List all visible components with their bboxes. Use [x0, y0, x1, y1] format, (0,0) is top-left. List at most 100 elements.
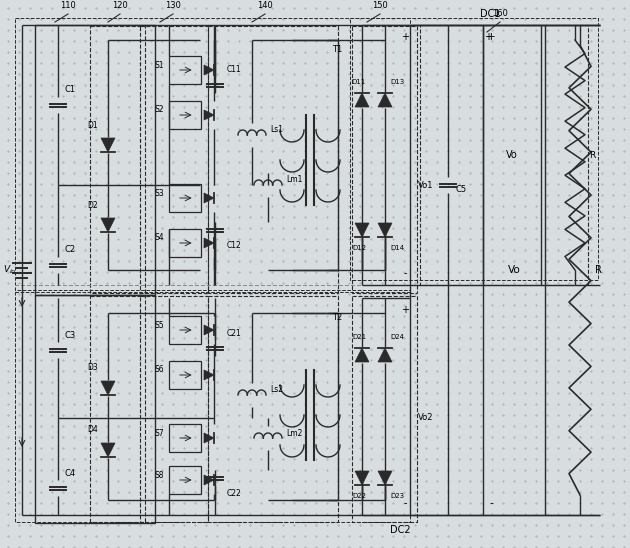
Bar [15, 292, 410, 522]
Polygon shape [355, 348, 369, 362]
Text: C21: C21 [227, 328, 242, 338]
Text: 130: 130 [165, 2, 181, 10]
Polygon shape [204, 110, 214, 120]
Polygon shape [101, 138, 115, 152]
Bar [140, 26, 208, 293]
Text: S7: S7 [154, 429, 164, 437]
Bar [169, 424, 201, 452]
Text: T2: T2 [332, 313, 342, 323]
Text: 150: 150 [372, 2, 388, 10]
Bar [169, 229, 201, 257]
Bar [352, 26, 417, 293]
Polygon shape [204, 325, 214, 335]
Polygon shape [378, 93, 392, 107]
Polygon shape [101, 381, 115, 395]
Bar [140, 296, 208, 522]
Text: Vo1: Vo1 [418, 180, 433, 190]
Bar [208, 296, 338, 522]
Polygon shape [204, 370, 214, 380]
Text: Ls1: Ls1 [270, 125, 283, 134]
Text: +: + [401, 305, 409, 315]
Text: -: - [489, 498, 493, 508]
Text: C4: C4 [64, 469, 76, 477]
Bar [35, 25, 155, 295]
Text: D3: D3 [87, 363, 98, 373]
Text: Ls2: Ls2 [270, 385, 283, 395]
Text: D22: D22 [352, 493, 366, 499]
Polygon shape [204, 65, 214, 75]
Polygon shape [355, 93, 369, 107]
Bar [169, 466, 201, 494]
Text: S8: S8 [154, 471, 164, 480]
Bar [169, 184, 201, 212]
Text: D12: D12 [352, 245, 366, 251]
Text: D14: D14 [390, 245, 404, 251]
Text: D11: D11 [352, 79, 366, 85]
Polygon shape [204, 433, 214, 443]
Text: D23: D23 [390, 493, 404, 499]
Bar [352, 296, 417, 522]
Text: DC1: DC1 [480, 9, 500, 19]
Text: D13: D13 [390, 79, 404, 85]
Text: 110: 110 [60, 2, 76, 10]
Bar [169, 101, 201, 129]
Text: C11: C11 [227, 66, 242, 75]
Polygon shape [204, 193, 214, 203]
Bar [35, 295, 155, 523]
Text: S3: S3 [154, 189, 164, 197]
Bar [483, 25, 541, 285]
Polygon shape [355, 223, 369, 237]
Polygon shape [204, 475, 214, 485]
Text: C1: C1 [64, 85, 76, 94]
Text: S1: S1 [154, 60, 164, 70]
Bar [169, 316, 201, 344]
Text: C3: C3 [64, 330, 76, 340]
Text: R: R [595, 265, 602, 275]
Text: D1: D1 [88, 121, 98, 129]
Text: S2: S2 [154, 106, 164, 115]
Polygon shape [101, 443, 115, 457]
Polygon shape [378, 348, 392, 362]
Text: D24: D24 [390, 334, 404, 340]
Text: D21: D21 [352, 334, 366, 340]
Text: DC2: DC2 [390, 525, 410, 535]
Text: -: - [403, 268, 407, 278]
Bar [169, 56, 201, 84]
Bar [169, 361, 201, 389]
Text: 160: 160 [492, 9, 508, 19]
Text: Vo: Vo [508, 265, 520, 275]
Text: R: R [589, 151, 595, 159]
Text: C12: C12 [227, 241, 242, 249]
Polygon shape [378, 471, 392, 485]
Text: -: - [403, 498, 407, 508]
Text: D4: D4 [87, 425, 98, 435]
Text: T1: T1 [332, 45, 342, 54]
Text: C22: C22 [227, 488, 242, 498]
Text: +: + [401, 32, 409, 42]
Text: Vo2: Vo2 [418, 414, 433, 423]
Text: D2: D2 [88, 201, 98, 209]
Text: 140: 140 [257, 2, 273, 10]
Polygon shape [101, 218, 115, 232]
Text: $V_{in}$: $V_{in}$ [3, 264, 17, 276]
Polygon shape [204, 238, 214, 248]
Polygon shape [355, 471, 369, 485]
Text: +: + [487, 32, 495, 42]
Bar [483, 25, 545, 515]
Text: S4: S4 [154, 233, 164, 243]
Bar [15, 18, 410, 290]
Polygon shape [378, 223, 392, 237]
Text: 120: 120 [112, 2, 128, 10]
Bar [90, 26, 145, 293]
Text: +: + [484, 32, 492, 42]
Text: S5: S5 [154, 321, 164, 329]
Text: Vo: Vo [506, 150, 518, 160]
Text: Lm1: Lm1 [286, 175, 302, 185]
Text: S6: S6 [154, 366, 164, 374]
Bar [420, 25, 588, 285]
Bar [90, 296, 145, 522]
Text: Lm2: Lm2 [286, 429, 302, 437]
Text: C2: C2 [64, 246, 76, 254]
Text: C5: C5 [456, 186, 467, 195]
Bar [208, 26, 338, 293]
